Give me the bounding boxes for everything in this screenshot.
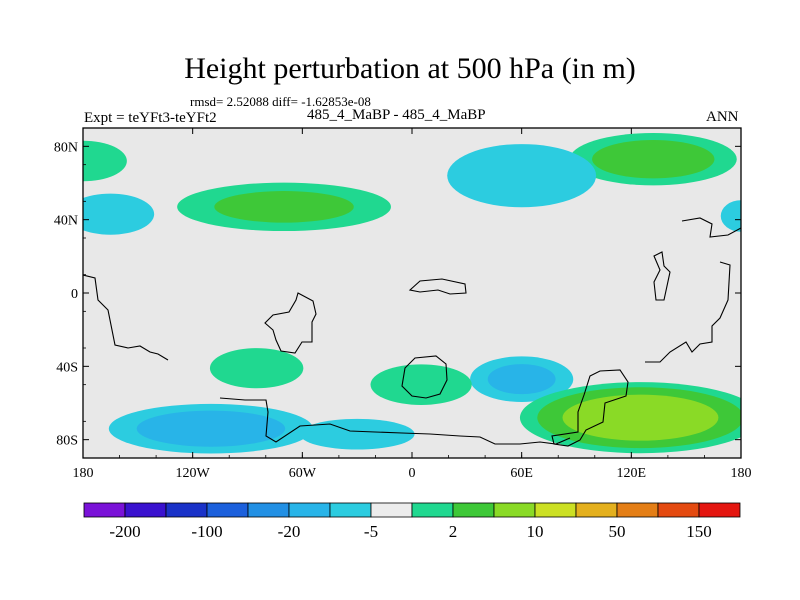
stats-label: rmsd= 2.52088 diff= -1.62853e-08 xyxy=(190,94,371,109)
coastline-africa xyxy=(401,278,467,399)
anomaly-arctic-high-west xyxy=(83,140,127,182)
y-tick-label: 40N xyxy=(54,214,78,229)
anomaly-southern-high-pacific xyxy=(209,348,304,389)
anomaly-atlantic-high xyxy=(177,182,391,232)
colorbar-swatch xyxy=(411,502,454,518)
contour-south-ocean-low-west-5 xyxy=(299,418,415,450)
y-tick-label: 40S xyxy=(56,360,78,375)
coastline-americas-west xyxy=(83,274,169,361)
contour-south-atlantic-low-10 xyxy=(136,410,286,447)
anomaly-southern-high-africa xyxy=(370,364,472,405)
x-tick-label: 120W xyxy=(176,466,211,481)
coastline-antarctica xyxy=(219,397,571,445)
anomaly-antarctic-high xyxy=(519,382,741,454)
colorbar-label: 2 xyxy=(449,522,458,541)
colorbar-swatch xyxy=(370,502,413,518)
contour-pacific-low-west-5 xyxy=(83,193,155,235)
x-tick-label: 120E xyxy=(617,466,647,481)
colorbar-swatch xyxy=(698,502,741,518)
colorbar-swatch xyxy=(616,502,659,518)
coastline-south-america xyxy=(264,292,317,354)
anomaly-indian-ocean-low xyxy=(470,356,574,402)
anomaly-pacific-low-east xyxy=(720,200,741,232)
colorbar-swatch xyxy=(247,502,290,518)
contour-pacific-low-east-5 xyxy=(720,200,741,232)
x-tick-label: 0 xyxy=(409,466,416,481)
colorbar-swatch xyxy=(575,502,618,518)
colorbar-swatch xyxy=(657,502,700,518)
contour-antarctic-high-18 xyxy=(562,394,719,441)
coastline-australia xyxy=(551,369,629,447)
anomaly-siberia-low xyxy=(447,144,597,208)
anomaly-arctic-high-east xyxy=(569,132,737,186)
x-tick-label: 60E xyxy=(510,466,533,481)
colorbar-label: -200 xyxy=(109,522,140,541)
anomaly-south-ocean-low-west xyxy=(299,418,415,450)
y-tick-label: 80N xyxy=(54,140,78,155)
colorbar-label: 10 xyxy=(527,522,544,541)
colorbar-label: -20 xyxy=(278,522,301,541)
colorbar-label: 50 xyxy=(609,522,626,541)
x-tick-label: 180 xyxy=(731,466,752,481)
contour-atlantic-high-10 xyxy=(214,191,354,223)
colorbar-swatch xyxy=(165,502,208,518)
contour-siberia-low-5 xyxy=(447,144,597,208)
colorbar-swatch xyxy=(452,502,495,518)
coastline-eurasia-east xyxy=(645,217,741,363)
x-tick-label: 60W xyxy=(289,466,317,481)
colorbar-swatch xyxy=(329,502,372,518)
contour-southern-high-pacific-2 xyxy=(209,348,304,389)
colorbar-label: -100 xyxy=(191,522,222,541)
map-title: Height perturbation at 500 hPa (in m) xyxy=(184,52,636,85)
runs-label: 485_4_MaBP - 485_4_MaBP xyxy=(307,107,486,123)
colorbar-swatch xyxy=(83,502,126,518)
anomaly-south-atlantic-low xyxy=(108,403,314,454)
x-tick-label: 180 xyxy=(73,466,94,481)
coastline-layer xyxy=(83,217,741,447)
colorbar-label: 150 xyxy=(686,522,712,541)
contour-arctic-high-west-2 xyxy=(83,140,127,182)
colorbar-swatch xyxy=(493,502,536,518)
y-tick-label: 0 xyxy=(71,287,78,302)
experiment-label: Expt = teYFt3-teYFt2 xyxy=(84,110,217,126)
colorbar-label: -5 xyxy=(364,522,378,541)
colorbar-swatch xyxy=(288,502,331,518)
contour-southern-high-africa-2 xyxy=(370,364,472,405)
contour-arctic-high-east-10 xyxy=(592,139,715,179)
y-tick-label: 80S xyxy=(56,434,78,449)
season-label: ANN xyxy=(706,109,739,125)
colorbar-swatch xyxy=(206,502,249,518)
colorbar-swatch xyxy=(124,502,167,518)
contour-indian-ocean-low-10 xyxy=(487,364,556,395)
colorbar-swatch xyxy=(534,502,577,518)
anomaly-pacific-low-west xyxy=(83,193,155,235)
